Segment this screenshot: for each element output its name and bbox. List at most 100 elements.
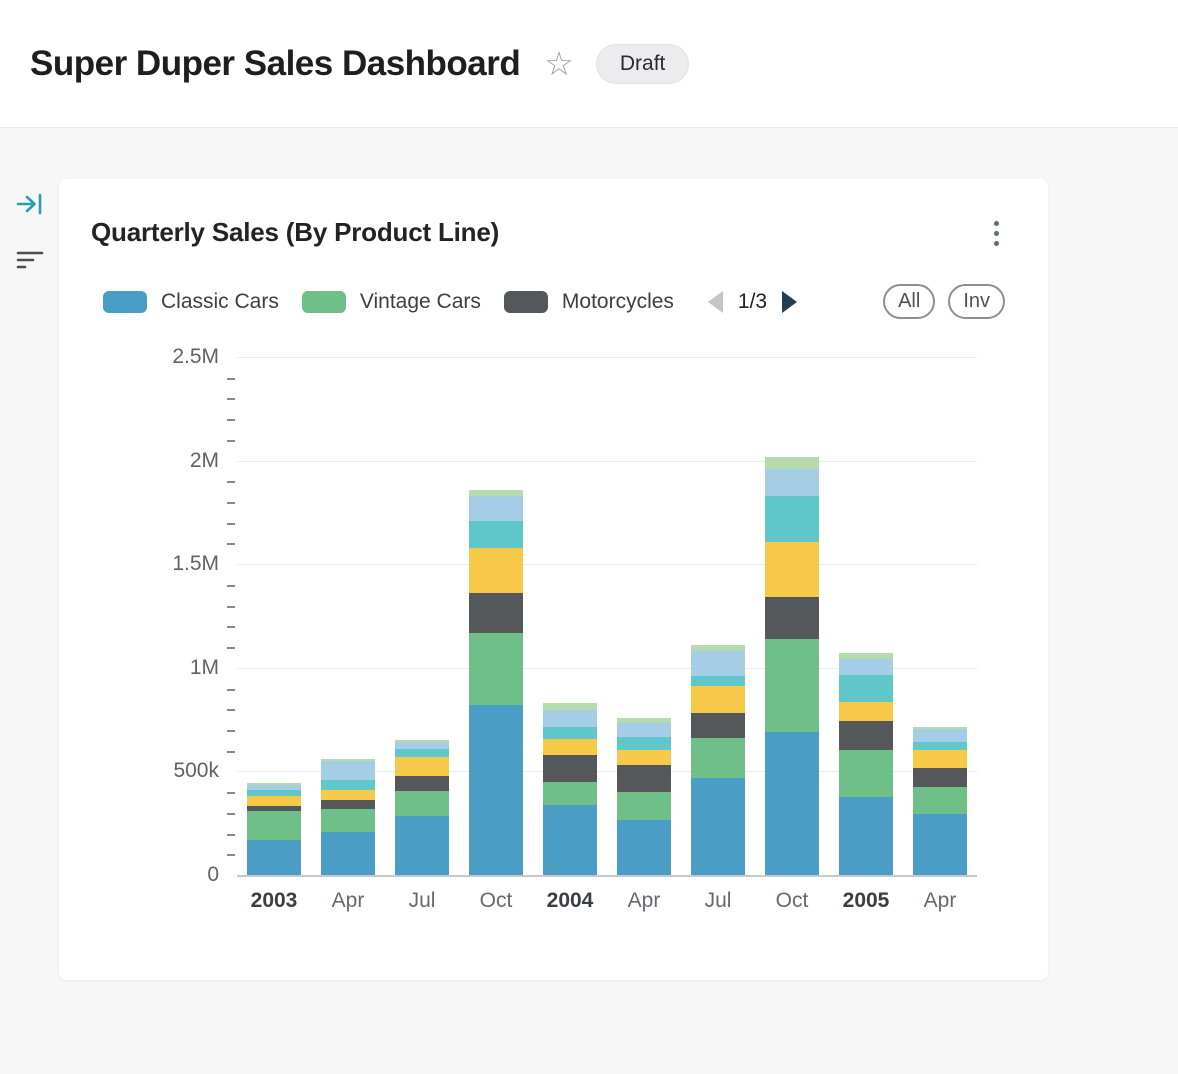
favorite-star-icon[interactable]: ☆ [544, 45, 574, 82]
x-tick-label: Apr [923, 889, 957, 912]
bar-segment[interactable] [321, 808, 375, 832]
bar-segment[interactable] [543, 703, 597, 711]
bar-Jul [385, 357, 459, 875]
bar-segment[interactable] [395, 815, 449, 875]
bar-segment[interactable] [913, 727, 967, 730]
bar-segment[interactable] [247, 810, 301, 840]
bar-segment[interactable] [913, 749, 967, 769]
bar-segment[interactable] [839, 702, 893, 721]
bar-segment[interactable] [469, 489, 523, 496]
y-minor-tick [227, 605, 235, 608]
y-minor-tick [227, 709, 235, 712]
legend-item-label: Motorcycles [561, 289, 674, 313]
bar-segment[interactable] [469, 593, 523, 633]
bar-segment[interactable] [543, 727, 597, 740]
bar-segment[interactable] [691, 777, 745, 875]
collapse-panel-icon[interactable] [16, 190, 44, 218]
bar-segment[interactable] [469, 495, 523, 521]
bar-segment[interactable] [765, 732, 819, 875]
bar-segment[interactable] [839, 658, 893, 676]
bar-segment[interactable] [247, 839, 301, 875]
x-tick-label: 2004 [546, 889, 594, 912]
bar-segment[interactable] [765, 541, 819, 598]
bar-segment[interactable] [765, 638, 819, 732]
bar-segment[interactable] [691, 686, 745, 714]
bar-segment[interactable] [321, 831, 375, 875]
bar-segment[interactable] [395, 748, 449, 757]
inv-button[interactable]: Inv [948, 284, 1005, 319]
bar-segment[interactable] [247, 782, 301, 785]
bar-segment[interactable] [247, 796, 301, 806]
legend-item[interactable]: Classic Cars [103, 290, 279, 314]
bar-segment[interactable] [765, 495, 819, 542]
bar-segment[interactable] [839, 675, 893, 703]
y-minor-tick [227, 522, 235, 525]
bar-segment[interactable] [543, 804, 597, 875]
bar-segment[interactable] [691, 651, 745, 677]
bar-segment[interactable] [839, 749, 893, 798]
bar-segment[interactable] [395, 775, 449, 792]
legend-item[interactable]: Motorcycles [503, 289, 674, 314]
bar-segment[interactable] [617, 717, 671, 723]
bar-segment[interactable] [321, 758, 375, 762]
page-title: Super Duper Sales Dashboard [30, 43, 521, 83]
kebab-menu-icon[interactable] [988, 217, 1005, 250]
filter-icon[interactable] [16, 246, 44, 274]
bar-segment[interactable] [321, 800, 375, 809]
bar-segment[interactable] [247, 805, 301, 811]
y-tick-label: 0 [207, 863, 219, 886]
x-tick-label: Oct [479, 889, 513, 912]
bar-segment[interactable] [395, 740, 449, 743]
gridline [237, 667, 977, 669]
bar-segment[interactable] [469, 632, 523, 706]
bar-segment[interactable] [913, 813, 967, 875]
bar-segment[interactable] [765, 469, 819, 496]
bar-segment[interactable] [765, 456, 819, 470]
y-minor-tick [227, 833, 235, 836]
bar-segment[interactable] [691, 676, 745, 687]
bar-segment[interactable] [469, 520, 523, 548]
bar-segment[interactable] [617, 737, 671, 750]
bar-segment[interactable] [543, 739, 597, 755]
bar-segment[interactable] [839, 720, 893, 750]
y-minor-tick [227, 792, 235, 795]
bar-segment[interactable] [691, 713, 745, 739]
y-minor-tick [227, 377, 235, 380]
bar-segment[interactable] [321, 790, 375, 801]
y-minor-tick [227, 854, 235, 857]
bar-segment[interactable] [469, 705, 523, 875]
bar-segment[interactable] [543, 710, 597, 728]
bar-segment[interactable] [913, 787, 967, 814]
bar-segment[interactable] [469, 547, 523, 594]
bar-segment[interactable] [321, 779, 375, 791]
bar-Apr [311, 357, 385, 875]
bar-segment[interactable] [839, 653, 893, 659]
bar-segment[interactable] [617, 820, 671, 875]
bar-segment[interactable] [617, 722, 671, 738]
bar-segment[interactable] [913, 741, 967, 750]
bar-segment[interactable] [395, 791, 449, 816]
pager-next-icon[interactable] [782, 290, 798, 313]
bar-segment[interactable] [395, 756, 449, 776]
bar-segment[interactable] [543, 754, 597, 782]
bar-segment[interactable] [617, 792, 671, 821]
bar-segment[interactable] [839, 797, 893, 875]
bar-segment[interactable] [913, 729, 967, 742]
bar-segment[interactable] [395, 742, 449, 749]
bar-segment[interactable] [691, 644, 745, 652]
legend-swatch [301, 290, 346, 313]
all-button[interactable]: All [883, 284, 936, 319]
bar-segment[interactable] [543, 781, 597, 805]
bar-segment[interactable] [247, 790, 301, 797]
bar-segment[interactable] [247, 784, 301, 791]
legend-item[interactable]: Vintage Cars [301, 290, 481, 314]
bar-segment[interactable] [617, 765, 671, 793]
bar-segment[interactable] [765, 597, 819, 639]
bar-segment[interactable] [913, 768, 967, 788]
bar-segment[interactable] [321, 761, 375, 780]
legend-row: Classic Cars Vintage Cars Motorcycles 1/3 … [103, 284, 1005, 319]
bar-segment[interactable] [691, 738, 745, 778]
pager-prev-icon[interactable] [707, 290, 723, 313]
gridline [237, 564, 977, 566]
bar-segment[interactable] [617, 749, 671, 766]
